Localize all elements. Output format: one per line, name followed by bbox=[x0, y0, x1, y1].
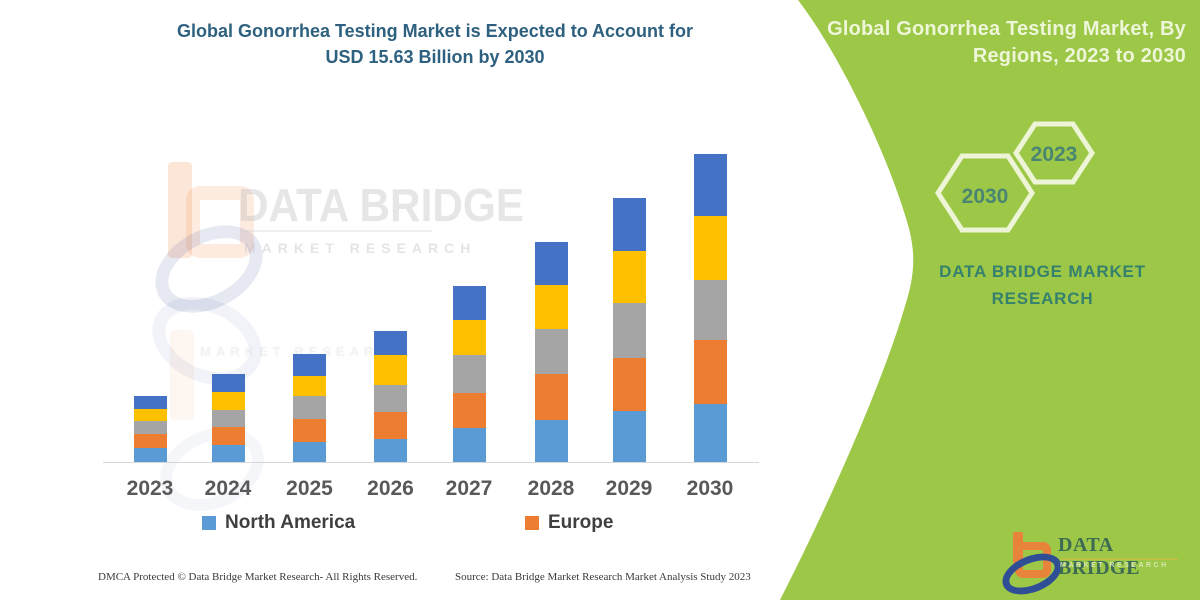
bar-segment bbox=[693, 280, 727, 341]
bar-segment bbox=[293, 353, 326, 377]
bar-segment bbox=[133, 409, 167, 421]
legend-item-north-america: North America bbox=[202, 512, 355, 534]
hexagon-2023-year: 2023 bbox=[1031, 143, 1078, 166]
x-axis-label-2024: 2024 bbox=[204, 477, 252, 500]
logo-underline bbox=[1060, 558, 1178, 560]
legend-swatch-europe bbox=[525, 516, 539, 530]
panel-brand-text: DATA BRIDGE MARKET RESEARCH bbox=[915, 258, 1170, 312]
watermark-underline bbox=[240, 230, 432, 232]
bar-segment bbox=[374, 330, 407, 355]
bar-segment bbox=[293, 376, 326, 396]
bar-segment bbox=[133, 396, 167, 409]
legend-item-europe: Europe bbox=[525, 512, 613, 534]
bar-stack-2023 bbox=[133, 396, 167, 462]
bar-stack-2027 bbox=[452, 285, 486, 462]
bar-segment bbox=[534, 285, 568, 330]
bar-segment bbox=[452, 392, 486, 428]
bar-segment bbox=[612, 251, 646, 303]
watermark-b-bar-shape bbox=[168, 162, 192, 258]
panel-brand-line2: RESEARCH bbox=[991, 289, 1094, 308]
bar-segment bbox=[211, 392, 245, 411]
chart-legend: North America Europe bbox=[105, 512, 760, 538]
x-axis-label-2025: 2025 bbox=[286, 477, 333, 500]
bar-segment bbox=[293, 419, 326, 443]
hexagon-2023-outline bbox=[1013, 121, 1095, 185]
panel-brand-line1: DATA BRIDGE MARKET bbox=[939, 262, 1146, 281]
bar-segment bbox=[133, 448, 167, 462]
panel-title-line2: Regions, 2023 to 2030 bbox=[972, 45, 1186, 67]
bar-stack-2030 bbox=[693, 153, 727, 462]
x-axis-label-2026: 2026 bbox=[367, 477, 414, 500]
bar-segment bbox=[293, 442, 326, 462]
bar-segment bbox=[452, 285, 486, 320]
bar-segment bbox=[534, 420, 568, 462]
x-axis-line bbox=[103, 462, 759, 463]
legend-swatch-north-america bbox=[202, 516, 216, 530]
bar-stack-2028 bbox=[534, 242, 568, 462]
stacked-bar-chart bbox=[103, 100, 763, 463]
bar-segment bbox=[693, 153, 727, 217]
x-axis-label-2028: 2028 bbox=[527, 477, 575, 500]
x-axis-label-2023: 2023 bbox=[126, 477, 174, 500]
bar-segment bbox=[612, 303, 646, 358]
bar-stack-2026 bbox=[374, 330, 407, 462]
chart-title-line1: Global Gonorrhea Testing Market is Expec… bbox=[176, 21, 694, 41]
dmca-copyright-text: DMCA Protected © Data Bridge Market Rese… bbox=[98, 571, 418, 583]
bar-segment bbox=[374, 438, 407, 462]
chart-title-line2: USD 15.63 Billion by 2030 bbox=[325, 47, 545, 67]
bar-segment bbox=[211, 374, 245, 393]
logo-b-bowl-shape bbox=[1015, 542, 1051, 578]
bar-segment bbox=[133, 434, 167, 448]
bar-stack-2024 bbox=[211, 374, 245, 462]
bar-segment bbox=[293, 395, 326, 420]
panel-title-line1: Global Gonorrhea Testing Market, By bbox=[827, 18, 1186, 40]
bar-segment bbox=[452, 427, 486, 462]
bar-segment bbox=[612, 411, 646, 462]
bar-segment bbox=[612, 198, 646, 251]
bar-segment bbox=[534, 329, 568, 375]
green-panel-shape bbox=[780, 0, 1200, 600]
x-axis-labels: 2023 2024 2025 2026 2027 2028 2029 2030 bbox=[103, 477, 763, 505]
bar-segment bbox=[211, 410, 245, 428]
panel-title: Global Gonorrhea Testing Market, By Regi… bbox=[766, 16, 1186, 70]
bar-stack-2029 bbox=[612, 198, 646, 462]
bar-segment bbox=[374, 354, 407, 385]
bar-segment bbox=[133, 421, 167, 434]
bar-stack-2025 bbox=[293, 353, 326, 462]
source-attribution-text: Source: Data Bridge Market Research Mark… bbox=[455, 571, 751, 583]
legend-label-north-america: North America bbox=[225, 512, 356, 533]
hexagon-2030-outline bbox=[935, 153, 1035, 233]
watermark-b-bar-reflection bbox=[170, 330, 194, 420]
x-axis-label-2029: 2029 bbox=[605, 477, 653, 500]
watermark-brand-text: DATA BRIDGE bbox=[238, 179, 525, 231]
bar-segment bbox=[211, 445, 245, 462]
bar-segment bbox=[612, 358, 646, 411]
bar-segment bbox=[374, 411, 407, 439]
bar-segment bbox=[374, 384, 407, 412]
bar-segment bbox=[693, 404, 727, 462]
watermark-subtext: MARKET RESEARCH bbox=[244, 240, 477, 256]
bar-segment bbox=[211, 427, 245, 445]
bar-segment bbox=[534, 374, 568, 420]
bar-segment bbox=[693, 216, 727, 281]
watermark-subtext-reflection: MARKET RESEARCH bbox=[200, 344, 408, 359]
watermark-b-bowl-shape bbox=[186, 186, 254, 258]
bar-segment bbox=[452, 319, 486, 355]
bar-segment bbox=[534, 242, 568, 286]
x-axis-label-2027: 2027 bbox=[445, 477, 493, 500]
hexagon-2030-year: 2030 bbox=[962, 185, 1009, 208]
x-axis-label-2030: 2030 bbox=[686, 477, 734, 500]
chart-title: Global Gonorrhea Testing Market is Expec… bbox=[105, 18, 765, 70]
legend-label-europe: Europe bbox=[548, 512, 614, 533]
bar-segment bbox=[693, 340, 727, 405]
logo-subtext: MARKET RESEARCH bbox=[1060, 562, 1169, 569]
bar-segment bbox=[452, 354, 486, 393]
logo-wordmark: DATA BRIDGE bbox=[1058, 534, 1140, 579]
